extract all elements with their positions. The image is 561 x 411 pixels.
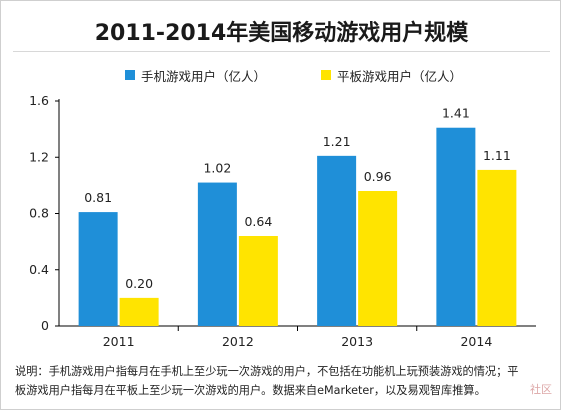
- legend-swatch-phone: [125, 70, 135, 80]
- watermark-text: 社区: [530, 383, 552, 396]
- bar-phone-2011: [78, 212, 118, 326]
- x-tick-label: 2011: [103, 334, 135, 349]
- legend-item-phone: 手机游戏用户（亿人）: [125, 67, 267, 84]
- bar-tablet-2013: [358, 191, 398, 326]
- data-label: 1.11: [483, 148, 511, 163]
- bar-tablet-2014: [477, 169, 517, 326]
- data-label: 0.20: [125, 276, 153, 291]
- bar-phone-2013: [317, 155, 357, 326]
- legend-label-tablet: 平板游戏用户（亿人）: [337, 68, 463, 84]
- legend-label-phone: 手机游戏用户（亿人）: [141, 68, 267, 84]
- footnote-line-1: 说明：手机游戏用户指每月在手机上至少玩一次游戏的用户，不包括在功能机上玩预装游戏…: [15, 365, 519, 378]
- y-tick-label: 0.8: [29, 206, 49, 221]
- data-label: 1.21: [323, 134, 351, 149]
- data-label: 0.81: [84, 190, 112, 205]
- y-tick-label: 1.2: [29, 149, 49, 164]
- y-tick-label: 0.4: [29, 262, 49, 277]
- y-tick-label: 1.6: [29, 93, 49, 108]
- footnote-line-2: 板游戏用户指每月在平板上至少玩一次游戏的用户。数据来自eMarketer，以及易…: [15, 384, 486, 397]
- x-tick-label: 2014: [460, 334, 492, 349]
- x-tick-label: 2013: [341, 334, 373, 349]
- bar-phone-2012: [197, 182, 237, 326]
- legend-swatch-tablet: [321, 70, 331, 80]
- title-divider: [13, 51, 550, 52]
- data-label: 0.96: [364, 169, 392, 184]
- y-tick-label: 0: [41, 318, 49, 333]
- x-tick-label: 2012: [222, 334, 254, 349]
- bar-tablet-2011: [119, 297, 159, 326]
- legend-item-tablet: 平板游戏用户（亿人）: [321, 67, 463, 84]
- chart-title: 2011-2014年美国移动游戏用户规模: [94, 21, 469, 46]
- data-label: 1.02: [203, 161, 231, 176]
- bar-phone-2014: [436, 127, 476, 326]
- footnote: 说明：手机游戏用户指每月在手机上至少玩一次游戏的用户，不包括在功能机上玩预装游戏…: [15, 362, 545, 400]
- data-label: 0.64: [244, 214, 272, 229]
- data-label: 1.41: [442, 106, 470, 121]
- bar-tablet-2012: [238, 236, 278, 326]
